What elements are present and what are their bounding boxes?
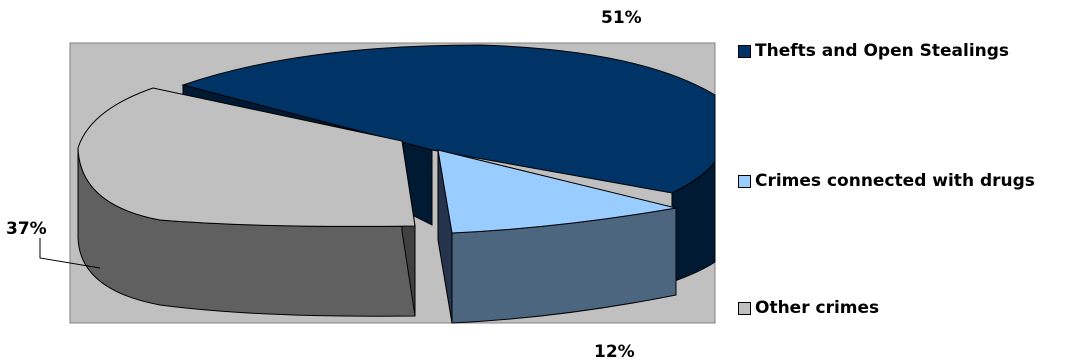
- slice-other-top: [77, 87, 416, 227]
- legend-swatch-other: [738, 301, 751, 315]
- slice-drugs: [437, 149, 677, 324]
- legend-label-thefts: Thefts and Open Stealings: [755, 41, 1010, 61]
- label-drugs-pct: 12%: [594, 342, 635, 362]
- label-thefts-pct: 51%: [601, 8, 642, 28]
- legend-swatch-thefts: [738, 44, 751, 58]
- legend-item-other: Other crimes: [738, 298, 879, 318]
- slice-drugs-top: [437, 149, 677, 234]
- slice-thefts-top: [181, 44, 716, 194]
- legend-label-other: Other crimes: [755, 298, 880, 318]
- legend-swatch-drugs: [738, 174, 751, 188]
- legend-item-drugs: Crimes connected with drugs: [738, 171, 1035, 191]
- label-other-pct: 37%: [6, 219, 47, 239]
- legend-item-thefts: Thefts and Open Stealings: [738, 41, 1009, 61]
- slice-other: [77, 87, 416, 317]
- legend-label-drugs: Crimes connected with drugs: [755, 171, 1035, 191]
- leader-line-other: [39, 238, 101, 269]
- legend: Thefts and Open Stealings Crimes connect…: [738, 0, 1066, 363]
